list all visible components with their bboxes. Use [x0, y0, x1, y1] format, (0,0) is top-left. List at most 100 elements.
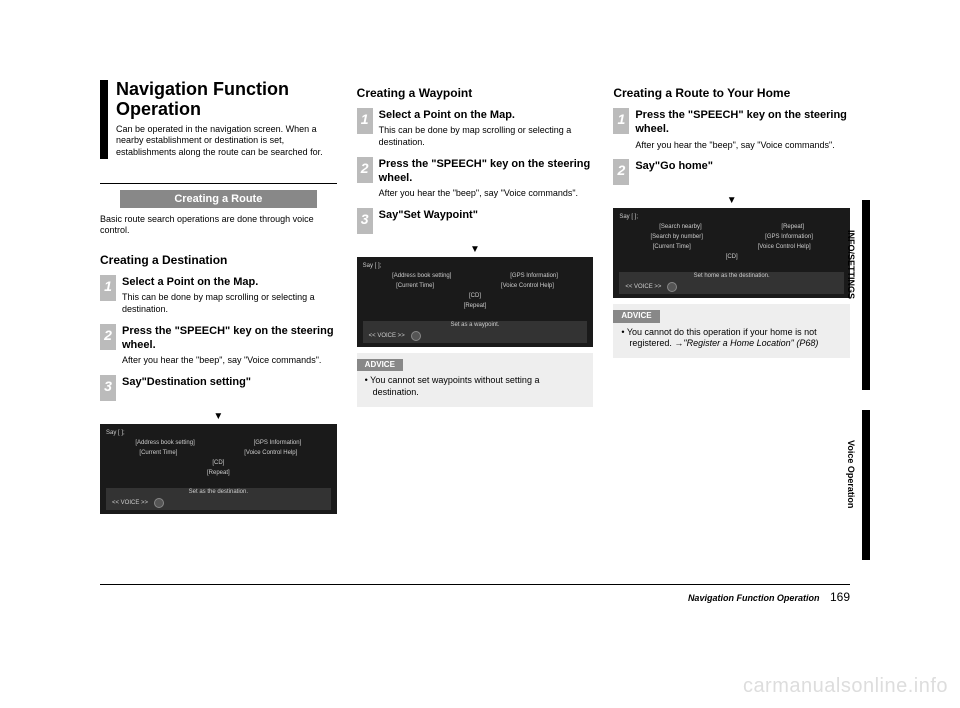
step-number: 2: [613, 159, 629, 185]
shot-item: [Search nearby]: [659, 224, 701, 230]
step-title: Say"Set Waypoint": [379, 208, 594, 222]
subhead-waypoint: Creating a Waypoint: [357, 86, 594, 100]
shot-item: [GPS Information]: [765, 234, 813, 240]
step-title: Say"Go home": [635, 159, 850, 173]
down-arrow-icon: ▼: [613, 195, 850, 206]
step-title: Say"Destination setting": [122, 375, 337, 389]
subhead-home: Creating a Route to Your Home: [613, 86, 850, 100]
step-title: Press the "SPEECH" key on the steering w…: [122, 324, 337, 353]
step: 1 Select a Point on the Map. This can be…: [357, 108, 594, 149]
shot-dest: Set home as the destination.: [619, 272, 844, 280]
nav-screenshot: Say [ ]; [Address book setting] [GPS Info…: [100, 424, 337, 514]
footer-rule: [100, 584, 850, 585]
page-title-desc: Can be operated in the navigation screen…: [116, 124, 337, 159]
step-title: Select a Point on the Map.: [122, 275, 337, 289]
shot-item: [Repeat]: [363, 303, 588, 309]
divider: [100, 183, 337, 184]
shot-voice-bar: << VOICE >>: [363, 329, 588, 343]
shot-item: [Repeat]: [106, 470, 331, 476]
shot-voice: << VOICE >>: [369, 333, 405, 339]
advice-label: ADVICE: [613, 310, 659, 322]
step-body: Press the "SPEECH" key on the steering w…: [635, 108, 850, 151]
shot-voice-bar: << VOICE >>: [106, 496, 331, 510]
shot-item: [Current Time]: [139, 450, 177, 456]
step: 2 Press the "SPEECH" key on the steering…: [357, 157, 594, 200]
page-title: Navigation Function Operation: [116, 80, 337, 120]
footer-title: Navigation Function Operation: [688, 593, 820, 603]
footer: Navigation Function Operation 169: [688, 590, 850, 604]
step-body: Say"Destination setting": [122, 375, 337, 401]
step-desc: This can be done by map scrolling or sel…: [122, 292, 337, 315]
step-number: 2: [357, 157, 373, 183]
shot-voice: << VOICE >>: [112, 500, 148, 506]
voice-icon: [154, 498, 164, 508]
page-title-block: Navigation Function Operation Can be ope…: [100, 80, 337, 159]
step-body: Select a Point on the Map. This can be d…: [379, 108, 594, 149]
advice-box: ADVICE You cannot do this operation if y…: [613, 304, 850, 358]
shot-item: [Repeat]: [781, 224, 804, 230]
subhead-destination: Creating a Destination: [100, 253, 337, 267]
nav-screenshot: Say [ ]; [Search nearby] [Repeat] [Search…: [613, 208, 850, 298]
shot-item: [Voice Control Help]: [244, 450, 297, 456]
step: 2 Press the "SPEECH" key on the steering…: [100, 324, 337, 367]
column-3: Creating a Route to Your Home 1 Press th…: [613, 80, 850, 520]
tab-voice-operation: Voice Operation: [846, 440, 856, 508]
step-number: 3: [357, 208, 373, 234]
step-body: Say"Go home": [635, 159, 850, 185]
shot-voice: << VOICE >>: [625, 284, 661, 290]
advice-label: ADVICE: [357, 359, 403, 371]
shot-item: [CD]: [106, 460, 331, 466]
shot-item: [Current Time]: [653, 244, 691, 250]
voice-icon: [411, 331, 421, 341]
column-1: Navigation Function Operation Can be ope…: [100, 80, 337, 520]
watermark: carmanualsonline.info: [743, 675, 948, 698]
advice-text: You cannot do this operation if your hom…: [629, 327, 842, 350]
shot-dest: Set as the destination.: [106, 488, 331, 496]
step-number: 1: [100, 275, 116, 301]
voice-icon: [667, 282, 677, 292]
step-body: Say"Set Waypoint": [379, 208, 594, 234]
shot-item: [Voice Control Help]: [758, 244, 811, 250]
nav-screenshot: Say [ ]; [Address book setting] [GPS Info…: [357, 257, 594, 347]
footer-page: 169: [830, 590, 850, 604]
tab-bar: [862, 410, 870, 560]
shot-item: [Address book setting]: [392, 273, 451, 279]
advice-ital: "Register a Home Location" (P68): [683, 338, 818, 348]
step: 3 Say"Set Waypoint": [357, 208, 594, 234]
step-title: Select a Point on the Map.: [379, 108, 594, 122]
step-title: Press the "SPEECH" key on the steering w…: [379, 157, 594, 186]
step: 3 Say"Destination setting": [100, 375, 337, 401]
step-body: Press the "SPEECH" key on the steering w…: [379, 157, 594, 200]
step-desc: After you hear the "beep", say "Voice co…: [122, 355, 337, 367]
page-content: Navigation Function Operation Can be ope…: [100, 80, 850, 520]
advice-box: ADVICE You cannot set waypoints without …: [357, 353, 594, 407]
shot-item: [Current Time]: [396, 283, 434, 289]
step: 1 Select a Point on the Map. This can be…: [100, 275, 337, 316]
step: 2 Say"Go home": [613, 159, 850, 185]
shot-item: [Voice Control Help]: [501, 283, 554, 289]
step-body: Select a Point on the Map. This can be d…: [122, 275, 337, 316]
shot-item: [CD]: [619, 254, 844, 260]
advice-text: You cannot set waypoints without setting…: [373, 375, 586, 398]
step-title: Press the "SPEECH" key on the steering w…: [635, 108, 850, 137]
shot-say: Say [ ];: [106, 430, 331, 436]
shot-item: [Address book setting]: [135, 440, 194, 446]
step-number: 1: [613, 108, 629, 134]
shot-item: [GPS Information]: [510, 273, 558, 279]
column-2: Creating a Waypoint 1 Select a Point on …: [357, 80, 594, 520]
down-arrow-icon: ▼: [100, 411, 337, 422]
shot-item: [Search by number]: [651, 234, 703, 240]
shot-say: Say [ ];: [363, 263, 588, 269]
banner-desc: Basic route search operations are done t…: [100, 214, 337, 237]
step: 1 Press the "SPEECH" key on the steering…: [613, 108, 850, 151]
down-arrow-icon: ▼: [357, 244, 594, 255]
shot-voice-bar: << VOICE >>: [619, 280, 844, 294]
shot-item: [GPS Information]: [254, 440, 302, 446]
shot-item: [CD]: [363, 293, 588, 299]
step-number: 1: [357, 108, 373, 134]
step-number: 3: [100, 375, 116, 401]
shot-say: Say [ ];: [619, 214, 844, 220]
step-desc: This can be done by map scrolling or sel…: [379, 125, 594, 148]
step-desc: After you hear the "beep", say "Voice co…: [379, 188, 594, 200]
step-number: 2: [100, 324, 116, 350]
